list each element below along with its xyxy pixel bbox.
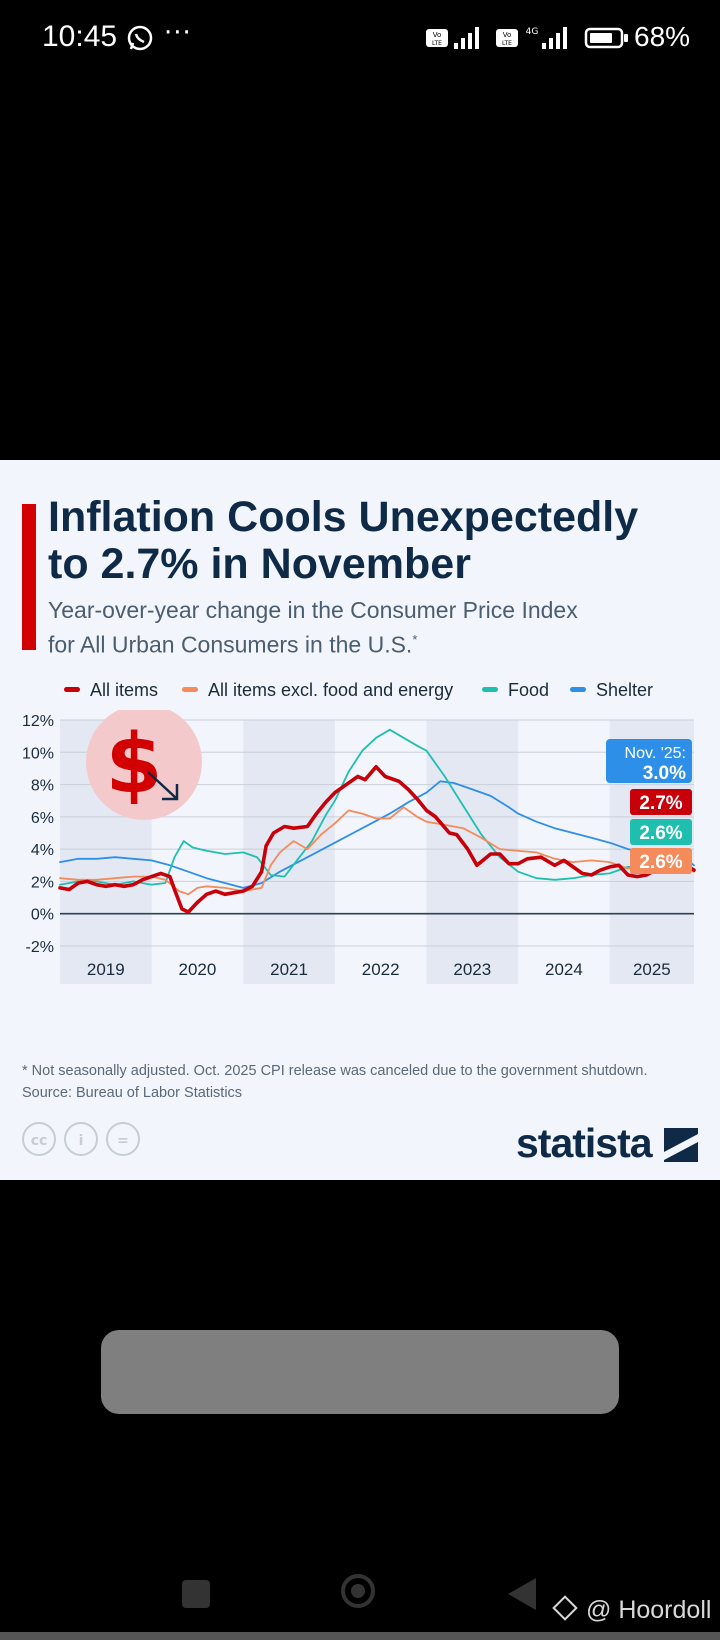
title-accent-bar (22, 504, 36, 650)
series-line-core (59, 806, 695, 896)
end-label-box-food (630, 819, 692, 845)
whatsapp-icon (127, 25, 153, 51)
back-button[interactable] (508, 1578, 536, 1610)
year-band (243, 720, 335, 984)
end-label-all-items: 2.7% (639, 793, 682, 814)
dollar-down-icon: $ (86, 710, 202, 820)
subtitle-line-1: Year-over-year change in the Consumer Pr… (48, 597, 578, 623)
y-tick-label: 12% (22, 713, 54, 730)
legend-swatch-shelter (570, 686, 586, 692)
footnote-text: * Not seasonally adjusted. Oct. 2025 CPI… (22, 1063, 648, 1079)
battery-icon (584, 27, 628, 49)
legend-swatch-all-items (64, 686, 80, 692)
x-tick-label: 2024 (545, 960, 583, 979)
year-band (426, 720, 519, 984)
end-label-food: 2.6% (639, 823, 682, 844)
series-line-all_items (58, 765, 696, 914)
infographic-card: Inflation Cools Unexpectedly to 2.7% in … (0, 460, 720, 1180)
end-label-core: 2.6% (639, 852, 682, 873)
title-line-2: to 2.7% in November (48, 540, 471, 588)
svg-text:LTE: LTE (432, 40, 442, 47)
series-line-shelter (59, 780, 695, 889)
y-tick-label: 4% (31, 842, 54, 859)
subtitle-footnote-mark: * (412, 632, 418, 647)
status-bar: 10:45 ··· Vo LTE Vo LTE 4G 68% (0, 0, 720, 80)
status-time: 10:45 (42, 20, 118, 53)
svg-text:4G: 4G (526, 27, 539, 37)
y-tick-label: 0% (31, 907, 54, 924)
end-label-box-all-items (630, 789, 692, 815)
series-line-food (59, 728, 695, 886)
svg-text:Vo: Vo (433, 31, 442, 39)
binance-icon (552, 1595, 578, 1621)
cpi-line-chart: -2% 0% 2% 4% 6% 8% 10% 12% 2019 2020 2021 2022 2023… (22, 710, 696, 984)
legend-item-all-items: All items (64, 678, 158, 702)
legend-item-shelter: Shelter (570, 678, 653, 702)
gesture-bar (0, 1632, 720, 1640)
end-label-box-core (630, 848, 692, 874)
svg-text:Vo: Vo (503, 31, 512, 39)
chart-title: Inflation Cools Unexpectedly to 2.7% in … (48, 494, 708, 588)
media-placeholder[interactable] (101, 1330, 619, 1414)
legend-label: All items excl. food and energy (208, 680, 454, 700)
title-line-1: Inflation Cools Unexpectedly (48, 493, 639, 541)
legend-label: All items (90, 680, 159, 700)
y-tick-label: -2% (26, 939, 54, 956)
x-tick-label: 2020 (179, 960, 217, 979)
chart-subtitle: Year-over-year change in the Consumer Pr… (48, 596, 688, 660)
subtitle-line-2: for All Urban Consumers in the U.S. (48, 631, 413, 658)
x-tick-label: 2019 (87, 960, 125, 979)
4g-signal-icon: Vo LTE 4G (496, 27, 567, 49)
legend-swatch-core (182, 686, 198, 692)
annotation-title: Nov. '25: (625, 745, 686, 762)
battery-level: 68% (634, 21, 691, 52)
legend-item-food: Food (482, 678, 549, 702)
watermark: @ Hoordoll (552, 1595, 711, 1625)
home-button[interactable] (341, 1574, 375, 1608)
statista-logo-mark (664, 1128, 698, 1162)
chart-footnote: * Not seasonally adjusted. Oct. 2025 CPI… (22, 1060, 647, 1104)
y-tick-label: 8% (31, 778, 54, 795)
legend-label: Food (508, 680, 550, 700)
annotation-box-shelter (606, 739, 692, 783)
statista-logo[interactable]: statista (516, 1120, 653, 1166)
legend-label: Shelter (596, 680, 654, 700)
attribution-icon[interactable]: i (64, 1122, 98, 1156)
x-tick-label: 2025 (633, 960, 671, 979)
end-label-shelter: 3.0% (643, 763, 686, 784)
source-text: Source: Bureau of Labor Statistics (22, 1085, 243, 1101)
more-notifications-icon: ··· (164, 18, 192, 48)
svg-text:LTE: LTE (502, 40, 512, 47)
y-tick-label: 2% (31, 874, 54, 891)
recents-button[interactable] (182, 1580, 210, 1608)
x-tick-label: 2022 (362, 960, 400, 979)
no-derivatives-icon[interactable]: = (106, 1122, 140, 1156)
x-tick-label: 2021 (270, 960, 308, 979)
svg-text:$: $ (105, 717, 162, 812)
x-tick-label: 2023 (453, 960, 491, 979)
y-tick-label: 10% (22, 745, 54, 762)
cc-license-icon[interactable]: cc (22, 1122, 56, 1156)
legend-swatch-food (482, 686, 498, 692)
signal-icon: Vo LTE (426, 27, 479, 49)
legend-item-core: All items excl. food and energy (182, 678, 453, 702)
y-tick-label: 6% (31, 810, 54, 827)
